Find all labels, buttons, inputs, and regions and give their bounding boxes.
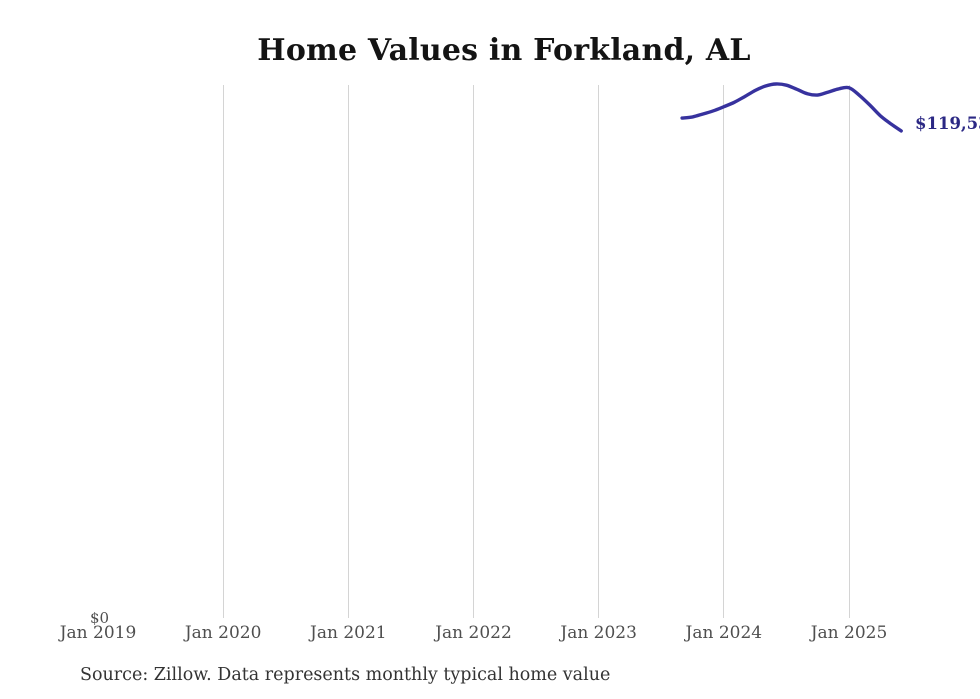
x-tick-label-jan-2020: Jan 2020 [184, 623, 262, 643]
x-tick-label-jan-2022: Jan 2022 [435, 623, 512, 643]
x-tick-label-jan-2021: Jan 2021 [310, 623, 387, 643]
gridline-jan-2023 [598, 85, 600, 618]
source-note: Source: Zillow. Data represents monthly … [80, 665, 611, 685]
home-value-line [680, 82, 903, 133]
latest-value-label: $119,533 [915, 114, 980, 133]
x-tick-label-jan-2025: Jan 2025 [810, 623, 888, 643]
gridline-jan-2021 [347, 85, 349, 618]
chart-title: Home Values in Forkland, AL [257, 33, 751, 68]
x-tick-label-jan-2024: Jan 2024 [685, 623, 763, 643]
gridline-jan-2022 [473, 85, 474, 618]
gridline-jan-2024 [723, 85, 725, 618]
gridline-jan-2020 [222, 85, 224, 618]
x-tick-label-jan-2023: Jan 2023 [560, 623, 637, 643]
y-axis-zero-label: $0 [90, 609, 110, 627]
gridline-jan-2025 [848, 85, 850, 618]
x-tick-label-jan-2019: Jan 2019 [59, 623, 137, 643]
